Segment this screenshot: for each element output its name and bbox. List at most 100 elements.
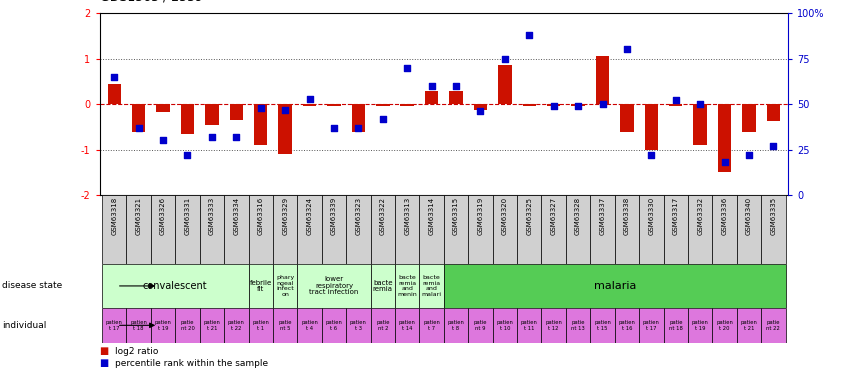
Point [400, 64, 414, 70]
Text: patien
t 19: patien t 19 [692, 320, 708, 330]
Text: patien
t 15: patien t 15 [594, 320, 611, 330]
Text: ■: ■ [100, 346, 109, 356]
Text: patie
nt 5: patie nt 5 [278, 320, 292, 330]
Text: GSM63321: GSM63321 [136, 197, 142, 235]
Bar [303, 104, 316, 106]
Bar [224, 308, 249, 343]
Text: GSM63336: GSM63336 [721, 197, 727, 236]
Text: bacte
remia: bacte remia [372, 280, 393, 292]
Point [718, 159, 732, 165]
Bar [249, 308, 273, 343]
Bar [322, 308, 346, 343]
Text: GSM63332: GSM63332 [697, 197, 703, 235]
Bar [249, 264, 273, 308]
Bar [469, 308, 493, 343]
Bar [181, 104, 194, 134]
Bar [200, 195, 224, 264]
Bar [419, 195, 443, 264]
Text: GSM63330: GSM63330 [649, 197, 655, 236]
Bar [102, 264, 249, 308]
Bar [297, 195, 322, 264]
Bar [663, 195, 688, 264]
Text: GSM63340: GSM63340 [746, 197, 752, 235]
Point [352, 125, 365, 131]
Point [254, 105, 268, 111]
Bar [688, 195, 713, 264]
Point [132, 125, 145, 131]
Text: GDS1563 / 2539: GDS1563 / 2539 [100, 0, 203, 4]
Text: GSM63314: GSM63314 [429, 197, 435, 235]
Bar [249, 195, 273, 264]
Text: GSM63319: GSM63319 [477, 197, 483, 236]
Bar [615, 308, 639, 343]
Bar [639, 308, 663, 343]
Text: patien
t 18: patien t 18 [130, 320, 147, 330]
Text: GSM63316: GSM63316 [258, 197, 264, 236]
Bar [469, 195, 493, 264]
Bar [443, 195, 469, 264]
Text: GSM63337: GSM63337 [599, 197, 605, 236]
Bar [151, 195, 175, 264]
Text: patien
t 8: patien t 8 [448, 320, 464, 330]
Bar [157, 104, 170, 112]
Text: bacte
remia
and
menin: bacte remia and menin [397, 275, 417, 297]
Text: patie
nt 18: patie nt 18 [669, 320, 682, 330]
Text: patie
nt 2: patie nt 2 [376, 320, 390, 330]
Point [327, 125, 341, 131]
Text: patien
t 22: patien t 22 [228, 320, 245, 330]
Text: GSM63315: GSM63315 [453, 197, 459, 235]
Text: patien
t 3: patien t 3 [350, 320, 367, 330]
Point [694, 101, 708, 107]
Bar [371, 195, 395, 264]
Bar [443, 264, 785, 308]
Bar [346, 195, 371, 264]
Point [522, 32, 536, 38]
Text: patien
t 17: patien t 17 [643, 320, 660, 330]
Bar [376, 104, 390, 106]
Bar [572, 104, 585, 106]
Text: GSM63333: GSM63333 [209, 197, 215, 236]
Bar [395, 264, 419, 308]
Text: patien
t 16: patien t 16 [618, 320, 636, 330]
Text: GSM63320: GSM63320 [502, 197, 507, 235]
Bar [591, 195, 615, 264]
Text: patie
nt 22: patie nt 22 [766, 320, 780, 330]
Bar [547, 104, 560, 106]
Point [449, 83, 463, 89]
Text: malaria: malaria [593, 281, 636, 291]
Bar [371, 264, 395, 308]
Bar [297, 264, 371, 308]
Text: patien
t 20: patien t 20 [716, 320, 733, 330]
Bar [565, 195, 591, 264]
Bar [107, 84, 121, 104]
Point [205, 134, 219, 140]
Bar [688, 308, 713, 343]
Bar [493, 195, 517, 264]
Bar [273, 308, 297, 343]
Text: individual: individual [2, 321, 46, 330]
Bar [395, 308, 419, 343]
Bar [620, 104, 634, 132]
Point [644, 152, 658, 158]
Point [156, 138, 170, 144]
Bar [565, 308, 591, 343]
Point [302, 96, 316, 102]
Text: GSM63335: GSM63335 [771, 197, 777, 235]
Text: patie
nt 20: patie nt 20 [180, 320, 195, 330]
Bar [517, 308, 541, 343]
Bar [151, 308, 175, 343]
Bar [327, 104, 340, 106]
Text: patien
t 1: patien t 1 [252, 320, 269, 330]
Bar [346, 308, 371, 343]
Bar [175, 308, 200, 343]
Text: GSM63338: GSM63338 [624, 197, 630, 236]
Bar [297, 308, 322, 343]
Text: GSM63334: GSM63334 [233, 197, 239, 235]
Bar [443, 308, 469, 343]
Text: patien
t 10: patien t 10 [496, 320, 514, 330]
Point [669, 98, 682, 104]
Bar [737, 308, 761, 343]
Bar [713, 195, 737, 264]
Text: GSM63323: GSM63323 [355, 197, 361, 235]
Bar [522, 104, 536, 106]
